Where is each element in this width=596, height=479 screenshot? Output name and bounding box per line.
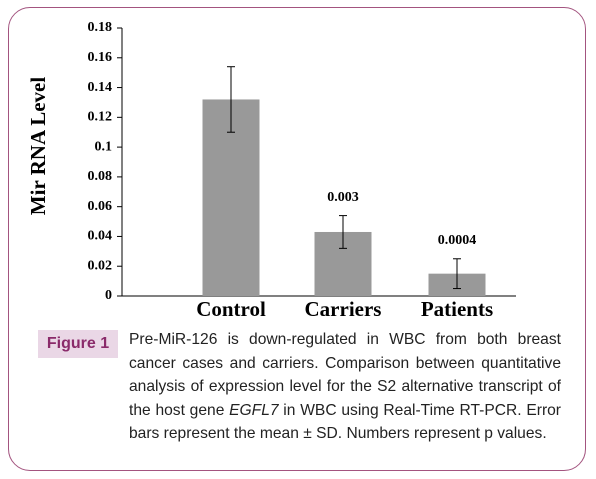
p-value-label: 0.003 — [327, 190, 359, 205]
caption-text: Pre-MiR-126 is down-regulated in WBC fro… — [129, 331, 561, 419]
y-tick-label: 0.18 — [88, 20, 113, 35]
chart: Mir RNA Level 0 0.02 0.04 0.06 0.08 0.1 0.12 0.… — [26, 20, 516, 321]
y-tick-label: 0.02 — [88, 258, 113, 273]
error-bar — [339, 215, 347, 249]
y-tick-label: 0.12 — [88, 110, 113, 125]
y-tick-label: 0.04 — [88, 229, 113, 244]
y-tick-label: 0.06 — [88, 199, 113, 214]
figure-label: Figure 1 — [38, 330, 118, 358]
y-tick-label: 0.08 — [88, 169, 113, 184]
y-tick-label: 0 — [105, 288, 112, 303]
x-tick-label: Control — [196, 297, 266, 321]
frame — [8, 7, 586, 471]
y-axis-label: Mir RNA Level — [26, 77, 50, 216]
y-tick-label: 0.16 — [88, 50, 113, 65]
error-bar — [227, 66, 235, 133]
error-bar — [453, 258, 461, 290]
caption-text: in WBC using Real-Time RT-PCR. Error bar… — [129, 401, 562, 443]
y-tick-label: 0.1 — [95, 139, 113, 154]
x-tick-label: Carriers — [305, 297, 382, 321]
y-tick-label: 0.14 — [88, 80, 113, 95]
p-value-label: 0.0004 — [438, 233, 477, 248]
gene-name: EGFL7 — [229, 401, 279, 419]
caption: Pre-MiR-126 is down-regulated in WBC fro… — [129, 328, 561, 446]
x-tick-label: Patients — [421, 297, 493, 321]
